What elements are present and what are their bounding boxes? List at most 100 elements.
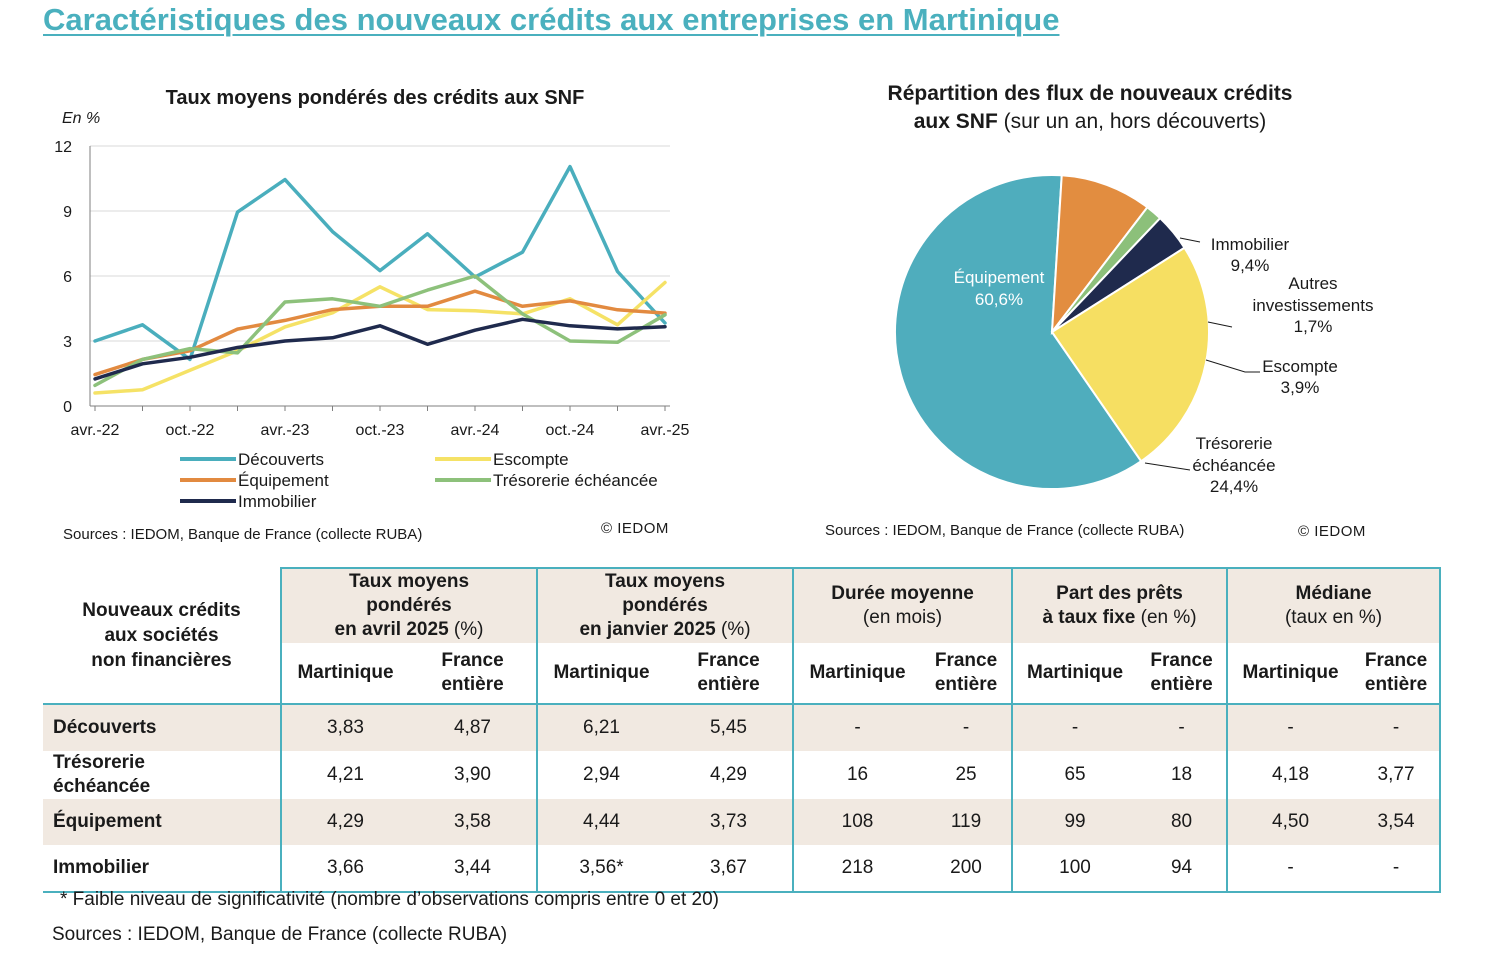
y-tick-label: 0 bbox=[63, 399, 72, 416]
table-row: Équipement 4,29 3,58 4,44 3,73 108 119 9… bbox=[43, 799, 1442, 845]
x-tick-labels: avr.-22 oct.-22 avr.-23 oct.-23 avr.-24 oct.-… bbox=[71, 422, 690, 439]
pie-label-autres-2: investissements bbox=[1253, 296, 1374, 315]
table-cell: 3,90 bbox=[454, 764, 491, 785]
x-tick-label: avr.-23 bbox=[261, 422, 310, 439]
pie-slice bbox=[1050, 246, 1210, 463]
group-part-unit: (en %) bbox=[1135, 607, 1197, 628]
table-cell: 3,83 bbox=[280, 704, 409, 751]
pie-title-line1: Répartition des flux de nouveaux crédits bbox=[888, 82, 1293, 105]
group-header-mediane: Médiane (taux en %) bbox=[1226, 567, 1442, 643]
group-mediane-line1: Médiane bbox=[1295, 583, 1372, 604]
group-avril-line3: en avril 2025 bbox=[334, 619, 449, 640]
pie-label-tresorerie-2: échéancée bbox=[1192, 456, 1275, 475]
y-tick-label: 3 bbox=[63, 334, 72, 351]
y-tick-label: 12 bbox=[54, 139, 72, 156]
table-cell: 3,73 bbox=[665, 799, 794, 845]
table-cell: 80 bbox=[1137, 799, 1228, 845]
x-tick-label: oct.-22 bbox=[166, 422, 215, 439]
table-cell: 4,50 bbox=[1226, 799, 1354, 845]
line-chart-sources: Sources : IEDOM, Banque de France (colle… bbox=[63, 526, 423, 543]
pie-value-equipement: 60,6% bbox=[975, 290, 1023, 309]
x-tick-label: avr.-25 bbox=[641, 422, 690, 439]
group-header-avril: Taux moyens pondérés en avril 2025 (%) bbox=[279, 567, 538, 643]
x-tick-label: oct.-23 bbox=[356, 422, 405, 439]
table-cell: 6,21 bbox=[536, 704, 666, 751]
sub-header-martinique: Martinique bbox=[1226, 643, 1354, 705]
pie-label-equipement: Équipement bbox=[954, 268, 1045, 287]
line-chart-title: Taux moyens pondérés des crédits aux SNF bbox=[166, 87, 585, 109]
pie-slice bbox=[894, 173, 1143, 490]
table-cell: 218 bbox=[792, 845, 922, 893]
pie-leader-lines bbox=[1144, 237, 1260, 471]
table-cell: 4,44 bbox=[536, 799, 666, 845]
table-cell: 3,67 bbox=[665, 845, 794, 893]
group-avril-unit: (%) bbox=[448, 619, 484, 640]
pie-title-line2-bold: aux SNF bbox=[914, 110, 998, 133]
legend-label: Trésorerie échéancée bbox=[493, 471, 658, 490]
leader-tresorerie bbox=[1144, 462, 1191, 471]
y-tick-label: 9 bbox=[63, 204, 72, 221]
row-label: Immobilier bbox=[43, 845, 281, 893]
group-avril-line2: pondérés bbox=[366, 595, 452, 616]
pie-title-line2: aux SNF (sur un an, hors découverts) bbox=[914, 110, 1267, 133]
table-cell: 3,44 bbox=[409, 845, 538, 893]
group-header-part: Part des prêts à taux fixe (en %) bbox=[1011, 567, 1228, 643]
sub-header-row: Martinique France entière Martinique Fran… bbox=[43, 643, 1442, 705]
group-janvier-line3: en janvier 2025 bbox=[579, 619, 716, 640]
table-cell: 4,87 bbox=[409, 704, 538, 751]
table-cell: 200 bbox=[921, 845, 1013, 893]
table-cell: - bbox=[1011, 704, 1138, 751]
table-cell: 3,54 bbox=[1353, 799, 1442, 845]
group-janvier-line1: Taux moyens bbox=[605, 571, 726, 592]
legend-label: Immobilier bbox=[238, 492, 317, 511]
y-axis-label: En % bbox=[62, 110, 100, 127]
series-lines bbox=[93, 164, 667, 395]
table-footnote: * Faible niveau de significativité (nomb… bbox=[60, 889, 719, 910]
table-cell: 119 bbox=[921, 799, 1013, 845]
table-cell: 25 bbox=[955, 764, 977, 785]
pie-label-escompte: Escompte bbox=[1262, 357, 1338, 376]
sub-header-france: France entière bbox=[921, 643, 1013, 705]
y-tick-label: 6 bbox=[63, 269, 72, 286]
table-cell: 3,58 bbox=[409, 799, 538, 845]
table-cell: 100 bbox=[1011, 845, 1138, 893]
table-cell: 4,18 bbox=[1226, 751, 1354, 799]
sub-header-france: France entière bbox=[1353, 643, 1442, 705]
sub-header-martinique: Martinique bbox=[280, 643, 409, 705]
legend-label: Escompte bbox=[493, 450, 569, 469]
row-label: Équipement bbox=[43, 799, 281, 845]
leader-autres bbox=[1207, 321, 1233, 328]
table-row: Découverts 3,83 4,87 6,21 5,45 - - - - -… bbox=[43, 703, 1442, 751]
series-line bbox=[93, 317, 667, 381]
pie-value-immobilier: 9,4% bbox=[1231, 256, 1270, 275]
table-cell: 108 bbox=[792, 799, 922, 845]
table-cell: 18 bbox=[1170, 764, 1193, 785]
table-cell: 3,77 bbox=[1353, 751, 1442, 799]
table-cell: 4,29 bbox=[280, 799, 409, 845]
group-part-line1: Part des prêts bbox=[1056, 583, 1183, 604]
row-label: Trésorerie échéancée bbox=[53, 752, 151, 797]
pie-value-autres: 1,7% bbox=[1294, 317, 1333, 336]
pie-value-escompte: 3,9% bbox=[1281, 378, 1320, 397]
corner-header: Nouveaux crédits aux sociétés non financ… bbox=[43, 568, 281, 704]
table-cell: - bbox=[792, 704, 922, 751]
sub-header-france: France entière bbox=[665, 643, 794, 705]
axes bbox=[89, 146, 670, 411]
series-line bbox=[93, 274, 667, 388]
table-cell: 3,56* bbox=[536, 845, 666, 893]
pie-value-tresorerie: 24,4% bbox=[1210, 477, 1258, 496]
pie-title-note: (sur un an, hors découverts) bbox=[998, 110, 1266, 133]
pie-chart-copyright: © IEDOM bbox=[1298, 523, 1366, 540]
corner-line3: non financières bbox=[91, 650, 232, 671]
table-cell: 5,45 bbox=[665, 704, 794, 751]
corner-line1: Nouveaux crédits bbox=[82, 600, 241, 621]
table-cell: 94 bbox=[1137, 845, 1228, 893]
x-tick-label: avr.-22 bbox=[71, 422, 120, 439]
line-chart-copyright: © IEDOM bbox=[601, 520, 669, 537]
table-sources: Sources : IEDOM, Banque de France (colle… bbox=[52, 924, 508, 945]
group-avril-line1: Taux moyens bbox=[348, 571, 470, 592]
pie-label-autres-1: Autres bbox=[1288, 274, 1337, 293]
table-cell: - bbox=[1353, 704, 1442, 751]
table-cell: 3,66 bbox=[280, 845, 409, 893]
table-cell: - bbox=[1137, 704, 1228, 751]
